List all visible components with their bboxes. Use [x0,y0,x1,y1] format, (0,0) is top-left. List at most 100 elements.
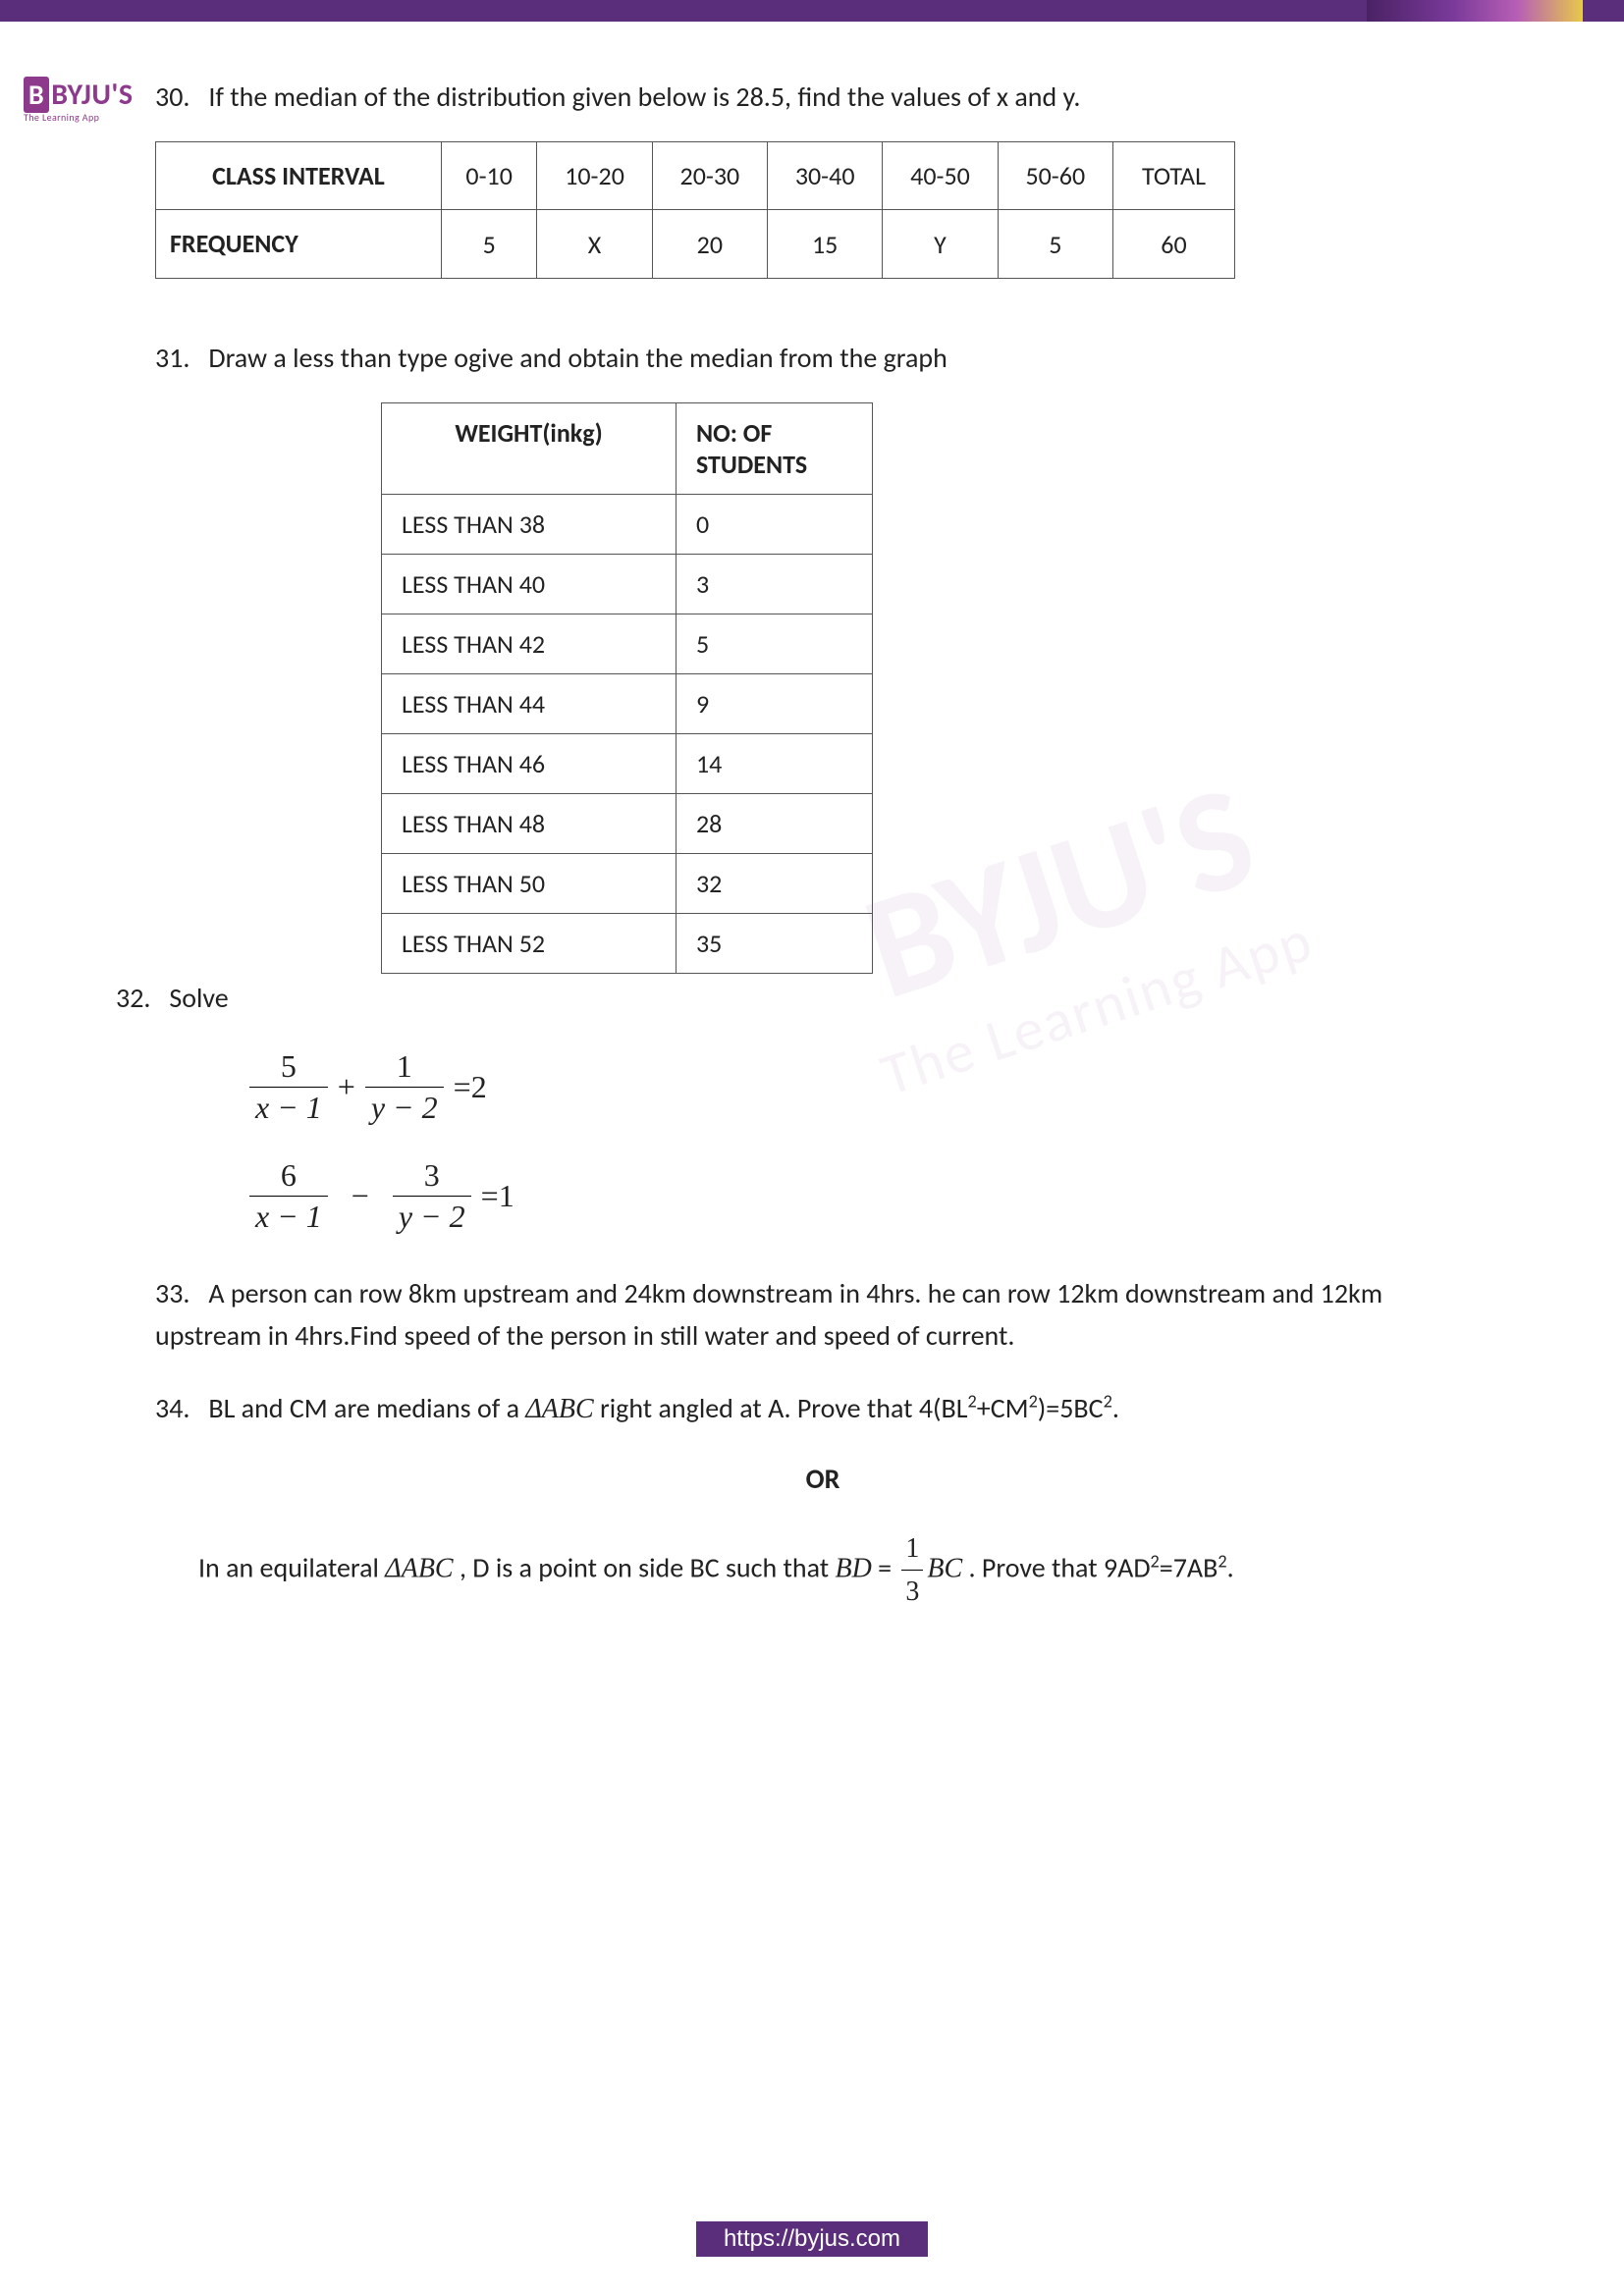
q30-col-4: 40-50 [883,142,998,210]
q30-col-3: 30-40 [768,142,883,210]
q31-r0c1: 0 [677,494,873,554]
fraction: 13 [901,1527,923,1614]
q34-pre: BL and CM are medians of a [208,1391,525,1425]
q34b-end: . [1227,1551,1234,1585]
frac-den: 3 [901,1570,923,1613]
q32-prompt: 32. Solve [116,978,1490,1019]
eq-num: 1 [391,1048,418,1087]
q34-end: . [1112,1391,1119,1425]
page-footer: https://byjus.com [0,2221,1624,2257]
q30-number: 30. [155,77,202,118]
q31-r4c1: 14 [677,733,873,793]
fraction: 5 x − 1 [249,1048,328,1126]
eq-op: − [352,1178,369,1214]
q31-hdr-1: NO: OF STUDENTS [677,402,873,494]
q33-prompt: 33. A person can row 8km upstream and 24… [155,1272,1490,1358]
q30-table: CLASS INTERVAL 0-10 10-20 20-30 30-40 40… [155,141,1235,279]
q30-prompt: 30. If the median of the distribution gi… [155,77,1490,118]
q34-sup1: 2 [968,1390,977,1412]
table-row: LESS THAN 4614 [382,733,873,793]
q31-r5c1: 28 [677,793,873,853]
q31-r2c1: 5 [677,614,873,673]
q34b-sup1: 2 [1151,1550,1160,1572]
q30-col-6: TOTAL [1112,142,1234,210]
q30-freq-1: X [537,210,652,278]
q31-r3c0: LESS THAN 44 [382,673,677,733]
q33-text: A person can row 8km upstream and 24km d… [155,1276,1382,1353]
q31-r5c0: LESS THAN 48 [382,793,677,853]
q34b-bd: BD [835,1554,871,1584]
eq-den: y − 2 [365,1087,444,1126]
table-row: LESS THAN 403 [382,554,873,614]
eq-den: x − 1 [249,1196,328,1235]
q34b-mid2: . Prove that 9AD [962,1551,1150,1585]
eq-op: + [338,1069,355,1105]
q31-r6c1: 32 [677,853,873,913]
table-row: LESS THAN 4828 [382,793,873,853]
q34-triangle: ΔABC [525,1394,593,1424]
q34b-mid1: , D is a point on side BC such that [454,1551,836,1585]
table-row: LESS THAN 5032 [382,853,873,913]
q32-eq2: 6 x − 1 − 3 y − 2 =1 [244,1157,1490,1235]
table-row: FREQUENCY 5 X 20 15 Y 5 60 [156,210,1235,278]
q31-r7c0: LESS THAN 52 [382,913,677,973]
q32-number: 32. [116,978,163,1019]
q32-equations: 5 x − 1 + 1 y − 2 =2 6 x − 1 − 3 y − 2 =… [244,1048,1490,1235]
q34b-pre: In an equilateral [198,1551,385,1585]
q34-number: 34. [155,1387,202,1429]
q33-number: 33. [155,1272,202,1314]
q34-mid2: )=5BC [1038,1391,1104,1425]
q30-freq-5: 5 [998,210,1112,278]
q31-r6c0: LESS THAN 50 [382,853,677,913]
q34-sup3: 2 [1104,1390,1112,1412]
q34-mid1: +CM [977,1391,1029,1425]
table-row: LESS THAN 425 [382,614,873,673]
q31-table-wrap: WEIGHT(inkg) NO: OF STUDENTS LESS THAN 3… [381,402,1490,974]
q34b-triangle: ΔABC [385,1554,453,1584]
brand-logo: BBYJU'S The Learning App [24,77,134,124]
q30-freq-3: 15 [768,210,883,278]
table-row: CLASS INTERVAL 0-10 10-20 20-30 30-40 40… [156,142,1235,210]
q30-freq-2: 20 [652,210,767,278]
eq-num: 5 [275,1048,302,1087]
frac-num: 1 [901,1527,923,1570]
q30-col-2: 20-30 [652,142,767,210]
q34b-mid3: =7AB [1160,1551,1218,1585]
fraction: 1 y − 2 [365,1048,444,1126]
q31-r7c1: 35 [677,913,873,973]
q31-text: Draw a less than type ogive and obtain t… [208,341,947,375]
q30-rowlabel-0: CLASS INTERVAL [156,142,442,210]
q31-prompt: 31. Draw a less than type ogive and obta… [155,338,1490,379]
q31-number: 31. [155,338,202,379]
q34-post: right angled at A. Prove that 4(BL [594,1391,968,1425]
fraction: 3 y − 2 [393,1157,471,1235]
q34b-prompt: In an equilateral ΔABC , D is a point on… [198,1527,1490,1614]
q30-col-0: 0-10 [441,142,536,210]
q30-freq-0: 5 [441,210,536,278]
q34b-eq: = [872,1551,898,1585]
q30-text: If the median of the distribution given … [208,80,1080,114]
table-row: LESS THAN 449 [382,673,873,733]
brand-logo-text: BBYJU'S [24,77,134,113]
footer-url: https://byjus.com [696,2221,928,2257]
q31-r4c0: LESS THAN 46 [382,733,677,793]
q30-col-5: 50-60 [998,142,1112,210]
q32-eq1: 5 x − 1 + 1 y − 2 =2 [244,1048,1490,1126]
eq-den: x − 1 [249,1087,328,1126]
q34b-bc: BC [927,1554,962,1584]
table-row: LESS THAN 380 [382,494,873,554]
q31-table: WEIGHT(inkg) NO: OF STUDENTS LESS THAN 3… [381,402,873,974]
eq-den: y − 2 [393,1196,471,1235]
q34-prompt: 34. BL and CM are medians of a ΔABC righ… [155,1387,1490,1430]
table-row: WEIGHT(inkg) NO: OF STUDENTS [382,402,873,494]
q31-hdr-0: WEIGHT(inkg) [382,402,677,494]
eq-num: 3 [418,1157,446,1196]
page-content: 30. If the median of the distribution gi… [155,77,1490,1643]
eq-rhs: =1 [481,1178,514,1214]
q32-text: Solve [169,981,228,1015]
q30-col-1: 10-20 [537,142,652,210]
table-row: LESS THAN 5235 [382,913,873,973]
eq-num: 6 [275,1157,302,1196]
fraction: 6 x − 1 [249,1157,328,1235]
q34-sup2: 2 [1029,1390,1038,1412]
